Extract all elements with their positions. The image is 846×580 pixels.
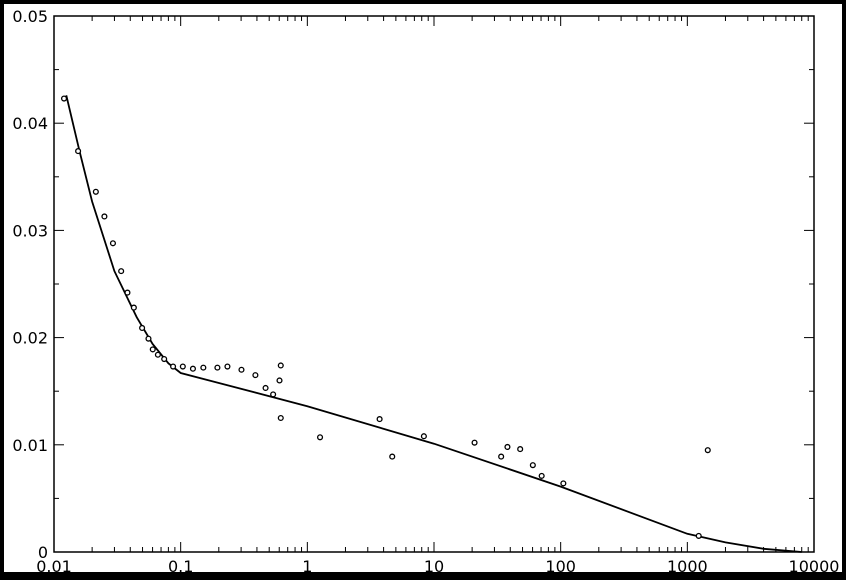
data-point	[238, 366, 245, 373]
data-point	[376, 416, 383, 423]
y-tick-label: 0.02	[12, 329, 48, 348]
y-tick-label: 0.04	[12, 114, 48, 133]
data-point	[389, 453, 396, 460]
data-point	[75, 148, 82, 155]
data-point	[92, 188, 99, 195]
data-point	[504, 443, 511, 450]
data-point	[101, 213, 108, 220]
data-point	[277, 414, 284, 422]
data-point	[262, 384, 269, 392]
data-point	[224, 363, 231, 370]
x-tick-label: 0.01	[36, 557, 72, 576]
plot-frame	[53, 15, 815, 553]
x-tick-label: 10	[424, 557, 444, 576]
data-point	[139, 324, 146, 332]
x-tick-label: 1000	[667, 557, 708, 576]
data-point	[316, 434, 324, 441]
data-point	[154, 351, 161, 358]
data-point	[276, 377, 283, 384]
data-point	[529, 462, 536, 469]
data-point	[538, 472, 545, 479]
data-point	[130, 304, 137, 311]
data-point	[498, 453, 505, 460]
data-point	[170, 363, 177, 370]
x-tick-label: 1	[302, 557, 312, 576]
data-point	[704, 447, 711, 454]
data-point	[109, 240, 116, 247]
data-point	[471, 439, 478, 446]
data-point	[560, 480, 567, 487]
data-point	[149, 346, 156, 353]
fit-line	[65, 95, 802, 553]
data-point	[420, 433, 427, 440]
x-tick-label: 0.1	[168, 557, 193, 576]
data-point	[189, 365, 196, 372]
data-point	[179, 363, 186, 370]
data-point	[695, 532, 702, 539]
data-point	[145, 335, 152, 342]
y-tick-label: 0	[38, 543, 48, 562]
data-point	[118, 268, 125, 275]
x-tick-label: 100	[545, 557, 576, 576]
data-point	[270, 391, 277, 398]
data-point	[214, 364, 221, 371]
x-tick-label: 10000	[789, 557, 840, 576]
data-point	[517, 446, 524, 453]
data-point	[60, 95, 68, 102]
data-point	[277, 362, 284, 369]
y-tick-label: 0.01	[12, 436, 48, 455]
data-point	[124, 289, 131, 296]
y-tick-label: 0.05	[12, 7, 48, 26]
plot-svg: 0.01 0.1 1 10 100 1000 1000000.010.020.030.040…	[12, 7, 840, 576]
y-tick-label: 0.03	[12, 221, 48, 240]
data-point	[161, 355, 168, 363]
data-point	[252, 372, 259, 379]
data-point	[200, 364, 207, 371]
